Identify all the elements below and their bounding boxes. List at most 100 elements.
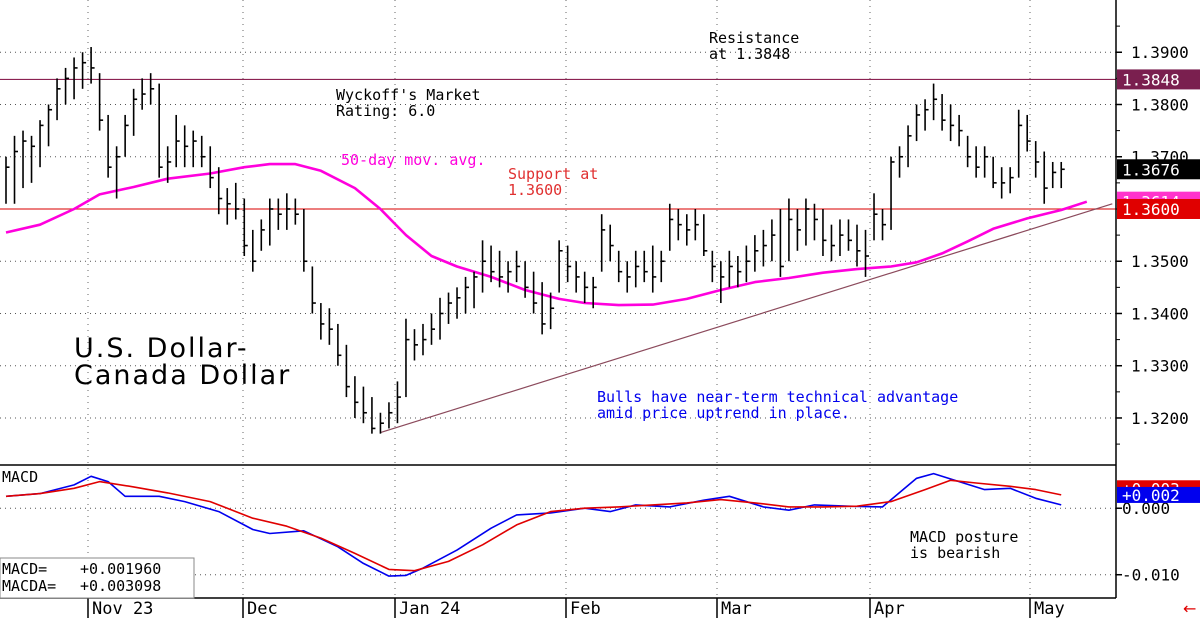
- price-bar: [473, 271, 478, 309]
- price-bar: [388, 402, 393, 429]
- price-bar: [320, 303, 325, 340]
- price-bar: [532, 271, 538, 314]
- price-bar: [822, 208, 827, 257]
- price-bar: [677, 208, 682, 241]
- price-bar: [498, 250, 504, 288]
- price-bar: [762, 229, 767, 267]
- date-tick-label: Jan 24: [399, 599, 460, 619]
- price-bar: [575, 261, 580, 293]
- price-bar: [524, 261, 529, 298]
- macda-readout-label: MACDA=: [2, 577, 56, 595]
- rating-label-line-2: Rating: 6.0: [336, 102, 435, 120]
- price-bar: [898, 146, 904, 178]
- price-bar: [796, 208, 801, 251]
- price-bar: [813, 203, 818, 241]
- price-bar: [447, 292, 453, 324]
- price-bar: [124, 114, 129, 157]
- price-bar: [728, 250, 733, 288]
- price-bar: [132, 88, 138, 136]
- price-bar: [975, 146, 980, 178]
- support-label-line-2: 1.3600: [508, 181, 562, 199]
- price-bar: [626, 261, 631, 293]
- chart-title-line-2: Canada Dollar: [74, 360, 291, 391]
- price-tick-label: 1.3300: [1131, 357, 1189, 376]
- macd-note-line-2: is bearish: [910, 544, 1000, 562]
- price-bar: [583, 271, 589, 304]
- price-bar: [371, 397, 376, 434]
- date-tick-label: Apr: [874, 599, 905, 619]
- price-bar: [217, 167, 223, 215]
- price-bar: [983, 146, 989, 178]
- price-bar: [881, 208, 887, 241]
- price-bar: [932, 83, 938, 121]
- price-bar: [507, 261, 512, 293]
- price-bar: [413, 329, 418, 361]
- price-bar: [592, 276, 597, 309]
- outlook-note-line-2: amid price uptrend in place.: [597, 404, 850, 422]
- price-bar: [660, 250, 665, 283]
- macd-readout-value: +0.001960: [80, 560, 161, 578]
- price-bar: [481, 240, 487, 293]
- price-tick-label: 1.3800: [1131, 95, 1189, 114]
- price-bar: [966, 135, 972, 168]
- support-badge-label: 1.3600: [1122, 200, 1180, 219]
- price-bar: [464, 276, 470, 314]
- price-bar: [209, 146, 214, 189]
- price-bar: [226, 188, 231, 225]
- macd-note-line-1: MACD posture: [910, 528, 1018, 546]
- scroll-right-arrow-icon[interactable]: ←: [1183, 599, 1196, 618]
- level-lines: [0, 78, 1116, 434]
- price-bar: [234, 182, 240, 220]
- uptrend-line: [380, 203, 1113, 434]
- price-bar: [890, 156, 895, 230]
- price-bar: [788, 198, 793, 262]
- price-bar: [668, 203, 674, 251]
- price-bar: [805, 198, 810, 246]
- date-tick-label: Dec: [247, 599, 278, 619]
- price-bar: [269, 198, 274, 246]
- price-bar: [771, 219, 776, 262]
- price-bar: [311, 266, 316, 314]
- macd-badge-label: +0.002: [1122, 486, 1180, 505]
- price-bar: [13, 135, 19, 204]
- price-bar: [1034, 141, 1040, 178]
- price-bar: [549, 292, 555, 330]
- price-bar: [949, 104, 955, 142]
- price-bar: [694, 208, 699, 241]
- price-bar: [303, 208, 308, 272]
- resistance-label-line-2: at 1.3848: [709, 45, 790, 63]
- price-bar: [958, 114, 963, 147]
- price-bar: [1060, 161, 1065, 189]
- macd-badge-box: [1117, 486, 1200, 503]
- price-bar: [1000, 167, 1006, 199]
- price-bar: [1051, 161, 1057, 189]
- support-badge-box: [1117, 198, 1200, 219]
- price-bar: [992, 156, 997, 189]
- price-bar: [175, 114, 180, 168]
- price-bar: [260, 219, 265, 251]
- price-tick-label: 1.3900: [1131, 43, 1189, 62]
- price-bar: [396, 381, 401, 424]
- last-price-badge-box: [1117, 159, 1200, 180]
- price-bar: [907, 125, 912, 168]
- price-bar: [720, 261, 725, 304]
- resistance-badge-label: 1.3848: [1122, 70, 1180, 89]
- price-bar: [200, 135, 206, 168]
- price-bar: [158, 83, 163, 178]
- price-bar: [47, 104, 53, 147]
- macd-panel-title: MACD: [2, 468, 38, 486]
- price-bar: [107, 114, 112, 178]
- price-bar: [651, 245, 657, 293]
- price-bar: [345, 344, 350, 398]
- resistance-label-line-1: Resistance: [709, 29, 799, 47]
- macd-readout-box: [0, 557, 195, 599]
- price-bar: [439, 297, 444, 340]
- price-bar: [754, 235, 759, 272]
- price-bar: [924, 99, 929, 131]
- price-tick-label: 1.3200: [1131, 409, 1189, 428]
- price-bar: [456, 287, 461, 319]
- price-bar: [354, 376, 359, 418]
- date-tick-label: Feb: [570, 599, 601, 619]
- price-bar: [1043, 151, 1048, 204]
